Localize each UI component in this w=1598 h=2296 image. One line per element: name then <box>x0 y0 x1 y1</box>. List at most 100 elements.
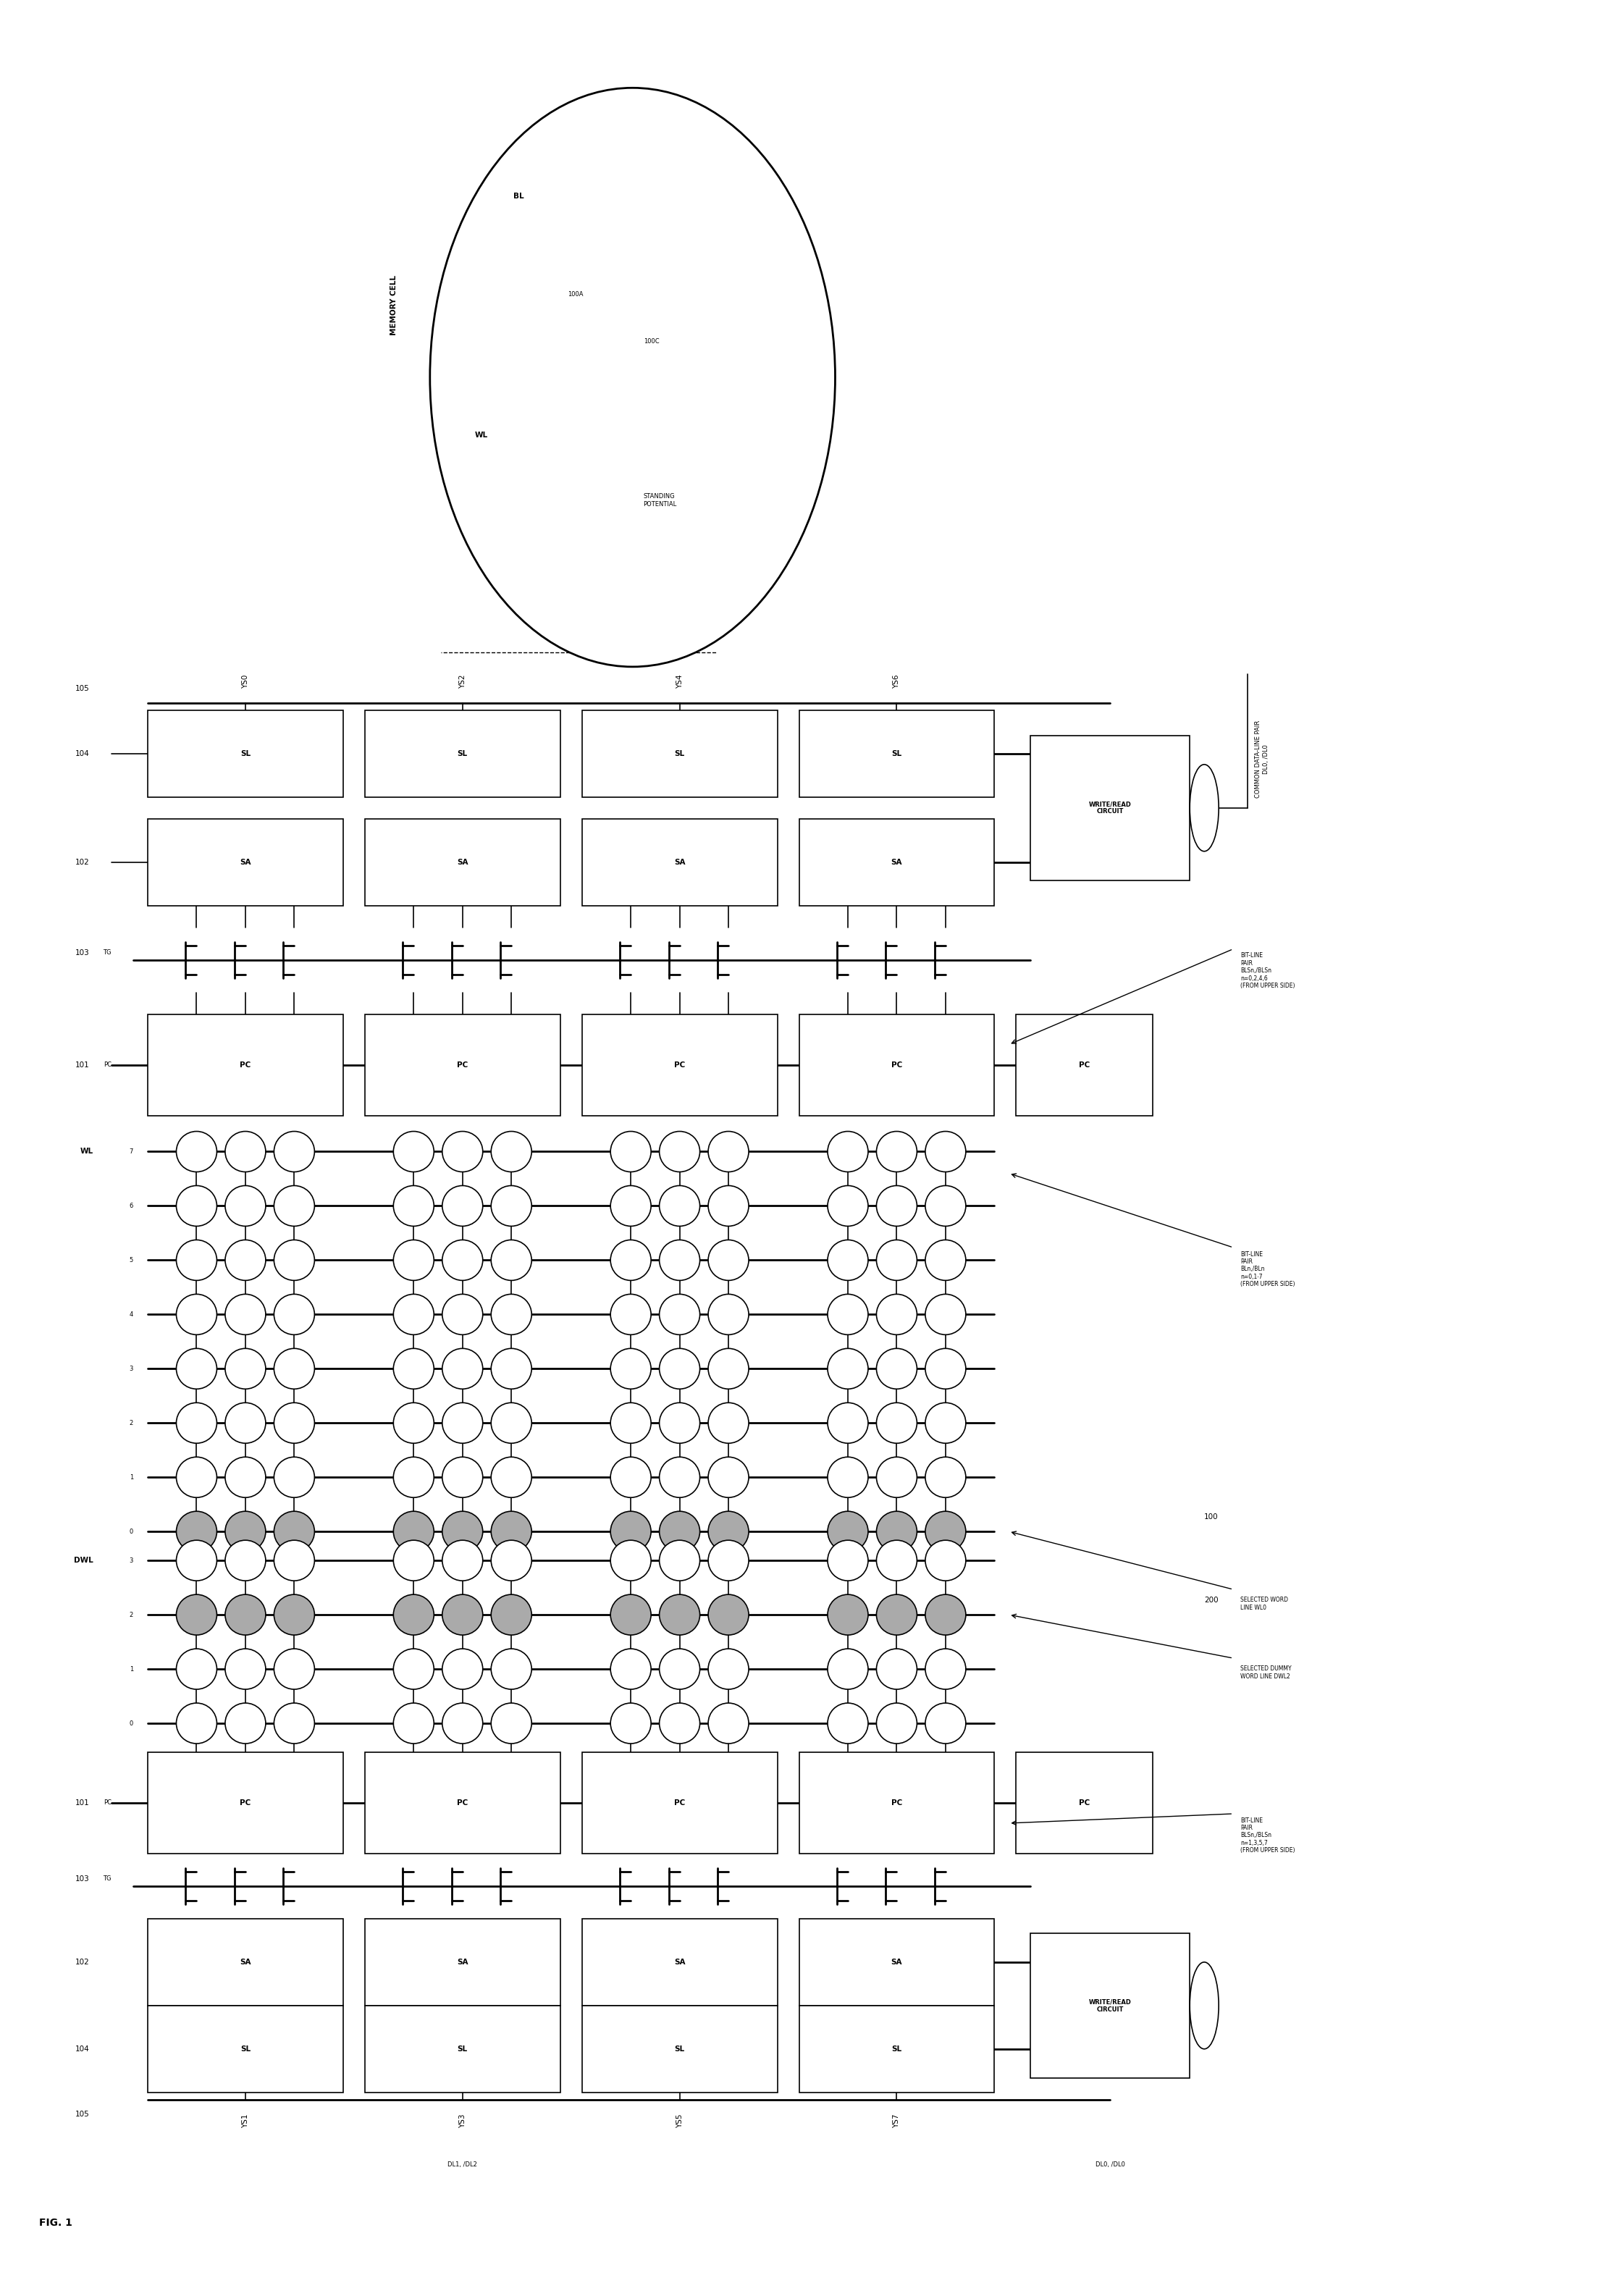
Circle shape <box>393 1649 435 1690</box>
Circle shape <box>828 1240 868 1281</box>
Text: YS3: YS3 <box>459 2115 467 2128</box>
Bar <box>147 1752 344 1853</box>
Circle shape <box>225 1240 265 1281</box>
Circle shape <box>176 1185 217 1226</box>
Circle shape <box>491 1132 532 1171</box>
Text: PC: PC <box>892 1061 903 1068</box>
Circle shape <box>610 1593 650 1635</box>
Circle shape <box>491 1348 532 1389</box>
Circle shape <box>610 1240 650 1281</box>
Circle shape <box>491 1649 532 1690</box>
Circle shape <box>876 1403 917 1444</box>
Text: MEMORY CELL: MEMORY CELL <box>390 276 398 335</box>
Text: SA: SA <box>674 1958 686 1965</box>
Text: PC: PC <box>457 1800 468 1807</box>
Text: YS0: YS0 <box>241 675 249 689</box>
Circle shape <box>660 1649 700 1690</box>
Circle shape <box>225 1348 265 1389</box>
Text: 106: 106 <box>1197 2002 1211 2009</box>
Circle shape <box>393 1132 435 1171</box>
Text: YS1: YS1 <box>241 2115 249 2128</box>
Circle shape <box>547 406 561 420</box>
Circle shape <box>491 1704 532 1743</box>
Circle shape <box>876 1541 917 1580</box>
Circle shape <box>176 1403 217 1444</box>
Circle shape <box>708 1458 749 1497</box>
Circle shape <box>273 1649 315 1690</box>
Circle shape <box>925 1458 965 1497</box>
Text: 102: 102 <box>75 859 89 866</box>
Circle shape <box>225 1511 265 1552</box>
Text: BIT-LINE
PAIR
BLSn,/BLSn
n=1,3,5,7
(FROM UPPER SIDE): BIT-LINE PAIR BLSn,/BLSn n=1,3,5,7 (FROM… <box>1240 1816 1294 1853</box>
Bar <box>582 2004 777 2092</box>
Circle shape <box>708 1240 749 1281</box>
Circle shape <box>393 1295 435 1334</box>
Circle shape <box>708 1132 749 1171</box>
Circle shape <box>828 1458 868 1497</box>
Circle shape <box>491 1240 532 1281</box>
Text: SL: SL <box>674 2046 684 2053</box>
Bar <box>799 820 994 905</box>
Circle shape <box>708 1348 749 1389</box>
Text: SA: SA <box>457 859 468 866</box>
Circle shape <box>443 1348 483 1389</box>
Circle shape <box>273 1458 315 1497</box>
Text: SA: SA <box>892 1958 903 1965</box>
Circle shape <box>393 1348 435 1389</box>
Circle shape <box>491 1593 532 1635</box>
Bar <box>582 1919 777 2004</box>
Circle shape <box>925 1348 965 1389</box>
Circle shape <box>925 1185 965 1226</box>
Circle shape <box>443 1704 483 1743</box>
Circle shape <box>828 1185 868 1226</box>
Circle shape <box>393 1593 435 1635</box>
Text: YS2: YS2 <box>459 675 467 689</box>
Text: SA: SA <box>240 1958 251 1965</box>
Text: DL1, /DL2: DL1, /DL2 <box>447 2161 478 2167</box>
Circle shape <box>225 1185 265 1226</box>
Text: 4: 4 <box>129 1311 133 1318</box>
Circle shape <box>610 1185 650 1226</box>
Circle shape <box>393 1541 435 1580</box>
Text: 101: 101 <box>75 1800 89 1807</box>
Circle shape <box>876 1593 917 1635</box>
Circle shape <box>876 1704 917 1743</box>
Bar <box>147 1919 344 2004</box>
Circle shape <box>708 1295 749 1334</box>
Bar <box>582 709 777 797</box>
Circle shape <box>828 1704 868 1743</box>
Circle shape <box>491 1295 532 1334</box>
Ellipse shape <box>1191 1963 1219 2048</box>
Circle shape <box>273 1348 315 1389</box>
Text: PC: PC <box>892 1800 903 1807</box>
Circle shape <box>443 1649 483 1690</box>
Circle shape <box>443 1132 483 1171</box>
Text: 200: 200 <box>1205 1596 1218 1605</box>
Circle shape <box>176 1511 217 1552</box>
Text: DWL: DWL <box>74 1557 93 1564</box>
Bar <box>799 2004 994 2092</box>
Text: SL: SL <box>457 2046 468 2053</box>
Bar <box>799 1919 994 2004</box>
Circle shape <box>176 1704 217 1743</box>
Text: 104: 104 <box>75 2046 89 2053</box>
Text: WRITE/READ
CIRCUIT: WRITE/READ CIRCUIT <box>1088 801 1131 815</box>
Circle shape <box>273 1511 315 1552</box>
Bar <box>799 1015 994 1116</box>
Bar <box>364 709 561 797</box>
Circle shape <box>925 1240 965 1281</box>
Circle shape <box>176 1649 217 1690</box>
Circle shape <box>273 1541 315 1580</box>
Bar <box>364 1015 561 1116</box>
Circle shape <box>876 1511 917 1552</box>
Circle shape <box>660 1348 700 1389</box>
Circle shape <box>828 1593 868 1635</box>
Circle shape <box>225 1541 265 1580</box>
Circle shape <box>491 1185 532 1226</box>
Text: SL: SL <box>240 751 251 758</box>
Circle shape <box>708 1593 749 1635</box>
Text: 100A: 100A <box>567 292 583 298</box>
Text: COMMON DATA-LINE PAIR
DL0, /DL0: COMMON DATA-LINE PAIR DL0, /DL0 <box>1254 721 1269 799</box>
Text: YS5: YS5 <box>676 2115 684 2128</box>
Circle shape <box>610 1458 650 1497</box>
